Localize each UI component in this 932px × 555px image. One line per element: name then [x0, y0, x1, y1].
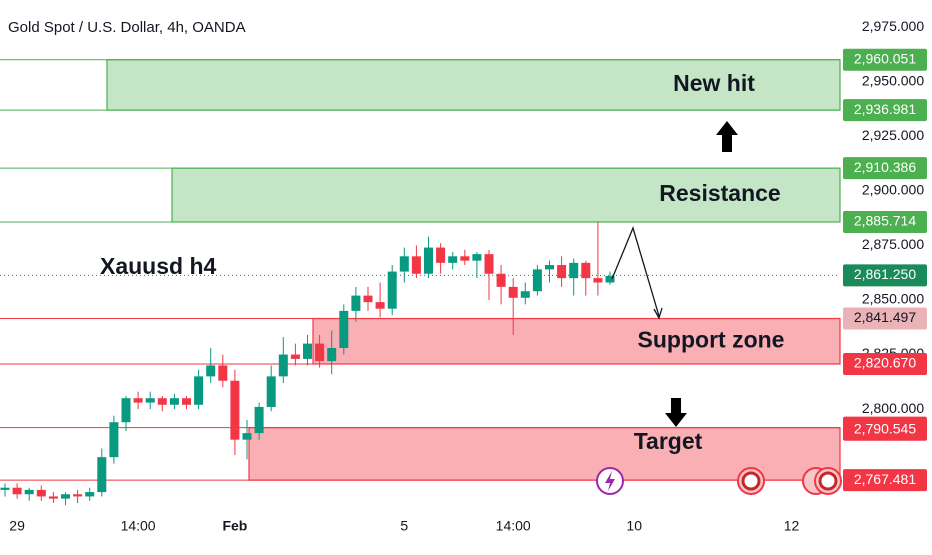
x-tick-label: 14:00 — [496, 518, 531, 534]
price-tag — [843, 352, 927, 375]
candle-body — [133, 398, 143, 403]
candle-body — [97, 457, 107, 493]
y-tick-label: 2,850.000 — [862, 291, 924, 307]
zone-label: Target — [634, 428, 703, 454]
candle-body — [61, 494, 70, 499]
y-tick-label: 2,875.000 — [862, 236, 924, 252]
candle-body — [557, 265, 567, 279]
candle-body — [85, 492, 95, 497]
price-tag-label: 2,820.670 — [854, 355, 916, 371]
candle-body — [230, 380, 240, 440]
candle-body — [315, 343, 325, 362]
annotation: Xauusd h4 — [100, 253, 217, 279]
flag-icon — [737, 467, 765, 495]
price-tag-label: 2,936.981 — [854, 101, 916, 117]
candle-body — [157, 398, 167, 405]
candle-body — [605, 275, 615, 283]
candle-body — [436, 247, 446, 263]
candle-body — [24, 489, 34, 495]
price-tag — [843, 418, 927, 441]
candle-body — [194, 376, 204, 405]
candle-body — [290, 354, 300, 359]
candle-body — [508, 286, 518, 298]
candle-body — [375, 302, 385, 309]
y-tick-label: 2,975.000 — [862, 18, 924, 34]
candle-body — [206, 365, 216, 377]
candle-body — [424, 247, 433, 274]
candle-body — [254, 406, 264, 434]
y-tick-label: 2,925.000 — [862, 127, 924, 143]
candle-body — [581, 262, 591, 279]
candle-body — [121, 398, 131, 423]
x-tick-label: 5 — [400, 518, 408, 534]
arrow-head — [653, 307, 663, 320]
candle-body — [182, 398, 191, 405]
price-tag — [843, 99, 927, 122]
candle-body — [496, 273, 506, 287]
price-tag — [843, 48, 927, 71]
projection-line — [611, 226, 660, 317]
candle-body — [169, 398, 179, 405]
candle-body — [36, 489, 46, 497]
price-tag-label: 2,767.481 — [854, 471, 916, 487]
y-tick-label: 2,950.000 — [862, 72, 924, 88]
event-icon — [596, 467, 624, 495]
price-tag — [843, 157, 927, 180]
candle-body — [73, 494, 83, 497]
zone — [106, 59, 841, 111]
candle-body — [545, 265, 554, 270]
candle-body — [411, 256, 421, 274]
candle-body — [278, 354, 288, 377]
price-tag — [843, 307, 927, 330]
price-tag-label: 2,910.386 — [854, 159, 916, 175]
price-tag-label: 2,790.545 — [854, 420, 916, 436]
price-tag-label: 2,841.497 — [854, 309, 916, 325]
x-tick-label: 29 — [9, 518, 25, 534]
candle-body — [0, 487, 10, 490]
y-tick-label: 2,800.000 — [862, 400, 924, 416]
zone-label: Support zone — [638, 326, 785, 352]
candle-body — [327, 347, 337, 362]
chart-title: Gold Spot / U.S. Dollar, 4h, OANDA — [8, 19, 246, 36]
y-tick-label: 2,900.000 — [862, 182, 924, 198]
candle-body — [242, 433, 252, 440]
candle-body — [532, 269, 542, 292]
candle-body — [363, 295, 373, 303]
candle-body — [484, 254, 494, 274]
candle-body — [520, 291, 530, 298]
candle-body — [593, 278, 603, 283]
x-tick-label: 12 — [784, 518, 800, 534]
price-tag — [843, 469, 927, 492]
price-tag-label: 2,885.714 — [854, 213, 916, 229]
x-tick-label: 10 — [626, 518, 642, 534]
candle-body — [399, 256, 409, 272]
down-arrow — [665, 398, 687, 427]
candle-body — [460, 256, 470, 261]
zone-label: Resistance — [659, 180, 780, 206]
candle-body — [145, 398, 155, 403]
price-tag — [843, 264, 927, 287]
candle-body — [12, 487, 22, 495]
candle-body — [339, 310, 349, 348]
candle-body — [303, 343, 312, 359]
flag-icon — [802, 467, 842, 495]
price-tag-label: 2,960.051 — [854, 50, 916, 66]
price-tag-label: 2,861.250 — [854, 266, 916, 282]
candle-body — [351, 295, 361, 311]
price-tag — [843, 210, 927, 233]
candle-body — [109, 422, 119, 458]
zone — [312, 317, 841, 365]
candle-body — [448, 256, 458, 263]
x-tick-label: 14:00 — [121, 518, 156, 534]
up-arrow — [716, 121, 738, 152]
candle-body — [266, 376, 276, 407]
x-tick-label: Feb — [222, 518, 247, 534]
candle-body — [472, 254, 482, 261]
candle-body — [569, 262, 579, 279]
candle-body — [387, 271, 397, 309]
candle-body — [48, 496, 58, 499]
zone-label: New hit — [673, 70, 755, 96]
candle-body — [218, 365, 228, 381]
